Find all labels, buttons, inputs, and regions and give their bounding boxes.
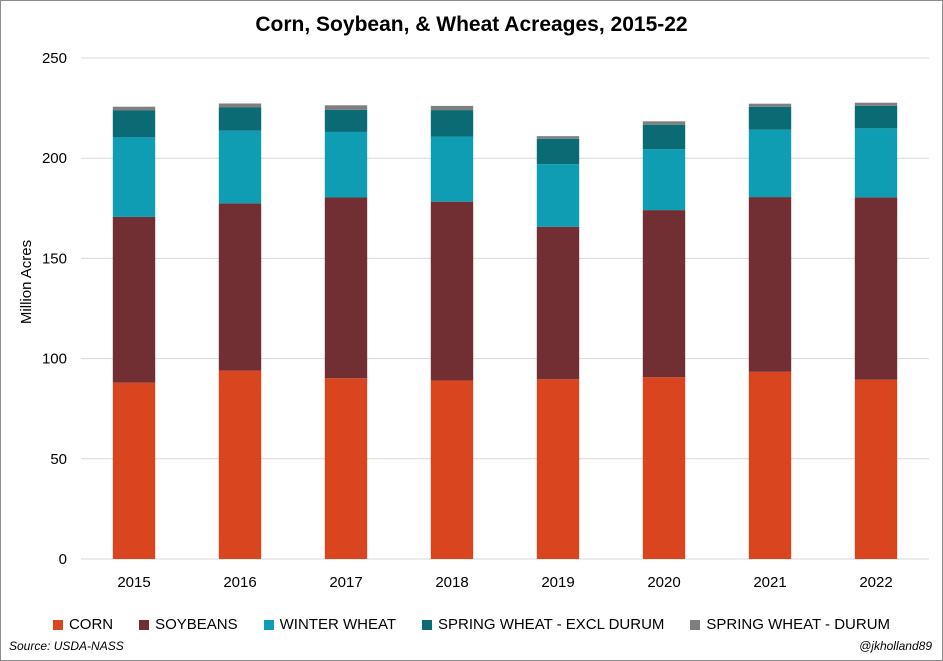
bar-segment-winter-wheat-2021 <box>748 129 792 198</box>
bar-segment-spring-wheat-excl-durum-2016 <box>218 107 262 131</box>
bar-segment-spring-wheat-durum-2019 <box>536 136 580 139</box>
x-tick-label: 2019 <box>541 574 574 591</box>
bar-segment-spring-wheat-excl-durum-2022 <box>854 105 898 129</box>
y-tick-label: 200 <box>42 150 67 167</box>
bar-segment-spring-wheat-excl-durum-2017 <box>324 109 368 132</box>
bar-segment-soybeans-2016 <box>218 203 262 371</box>
author-handle: @jkholland89 <box>859 639 932 653</box>
bar-segment-spring-wheat-durum-2015 <box>112 106 156 111</box>
bars <box>112 102 898 559</box>
x-tick-label: 2021 <box>753 574 786 591</box>
bar-segment-winter-wheat-2016 <box>218 130 262 204</box>
legend-swatch <box>263 619 274 630</box>
y-axis-ticks: 0 50 100 150 200 250 <box>42 50 67 568</box>
bar-segment-spring-wheat-durum-2018 <box>430 105 474 111</box>
bar-segment-winter-wheat-2015 <box>112 137 156 217</box>
legend-swatch <box>422 619 433 630</box>
y-tick-label: 0 <box>59 551 67 568</box>
bar-segment-winter-wheat-2020 <box>642 149 686 211</box>
bar-segment-soybeans-2015 <box>112 216 156 383</box>
x-tick-label: 2022 <box>859 574 892 591</box>
bar-segment-spring-wheat-durum-2020 <box>642 121 686 125</box>
legend-swatch <box>52 619 63 630</box>
bar-segment-spring-wheat-durum-2022 <box>854 102 898 106</box>
chart-title: Corn, Soybean, & Wheat Acreages, 2015-22 <box>255 13 688 36</box>
bar-segment-spring-wheat-excl-durum-2019 <box>536 138 580 165</box>
bar-segment-corn-2015 <box>112 382 156 559</box>
legend-item: CORN <box>52 616 114 633</box>
bar-segment-soybeans-2017 <box>324 197 368 379</box>
legend-swatch <box>690 619 701 630</box>
x-tick-label: 2015 <box>117 574 150 591</box>
bar-segment-corn-2019 <box>536 379 580 559</box>
x-tick-label: 2020 <box>647 574 680 591</box>
bar-segment-spring-wheat-excl-durum-2018 <box>430 110 474 137</box>
bar-segment-winter-wheat-2022 <box>854 128 898 198</box>
bar-segment-corn-2016 <box>218 370 262 559</box>
gridlines <box>81 57 929 560</box>
legend-label: SPRING WHEAT - EXCL DURUM <box>438 616 665 633</box>
legend-item: WINTER WHEAT <box>263 616 397 633</box>
legend-label: CORN <box>68 616 114 633</box>
legend-item: SOYBEANS <box>139 616 238 633</box>
bar-segment-corn-2021 <box>748 371 792 559</box>
source-note: Source: USDA-NASS <box>9 639 124 653</box>
bar-segment-spring-wheat-durum-2021 <box>748 103 792 107</box>
y-tick-label: 50 <box>50 451 67 468</box>
bar-segment-spring-wheat-excl-durum-2021 <box>748 106 792 130</box>
bar-segment-soybeans-2018 <box>430 201 474 381</box>
x-tick-label: 2016 <box>223 574 256 591</box>
bar-segment-corn-2017 <box>324 378 368 559</box>
bar-segment-winter-wheat-2018 <box>430 136 474 202</box>
legend-label: SPRING WHEAT - DURUM <box>706 616 891 633</box>
bar-segment-spring-wheat-durum-2016 <box>218 103 262 108</box>
bar-segment-spring-wheat-excl-durum-2015 <box>112 110 156 138</box>
bar-segment-corn-2022 <box>854 379 898 559</box>
bar-segment-soybeans-2021 <box>748 197 792 372</box>
x-tick-label: 2018 <box>435 574 468 591</box>
y-tick-label: 250 <box>42 50 67 67</box>
bar-segment-corn-2020 <box>642 377 686 559</box>
x-axis-ticks: 2015 2016 2017 2018 2019 2020 2021 2022 <box>117 574 892 591</box>
bar-segment-soybeans-2022 <box>854 197 898 380</box>
bar-segment-winter-wheat-2019 <box>536 164 580 227</box>
bar-segment-corn-2018 <box>430 380 474 559</box>
bar-segment-soybeans-2019 <box>536 226 580 380</box>
x-tick-label: 2017 <box>329 574 362 591</box>
y-tick-label: 150 <box>42 250 67 267</box>
bar-segment-spring-wheat-excl-durum-2020 <box>642 124 686 150</box>
legend-label: WINTER WHEAT <box>279 616 397 633</box>
bar-segment-soybeans-2020 <box>642 210 686 378</box>
y-tick-label: 100 <box>42 351 67 368</box>
legend: CORN SOYBEANS WINTER WHEAT SPRING WHEAT - E… <box>1 616 942 633</box>
legend-item: SPRING WHEAT - EXCL DURUM <box>422 616 664 633</box>
legend-label: SOYBEANS <box>155 616 238 633</box>
bar-segment-winter-wheat-2017 <box>324 131 368 198</box>
legend-swatch <box>139 619 150 630</box>
y-axis-title: Million Acres <box>18 240 35 324</box>
legend-item: SPRING WHEAT - DURUM <box>690 616 890 633</box>
bar-segment-spring-wheat-durum-2017 <box>324 105 368 110</box>
